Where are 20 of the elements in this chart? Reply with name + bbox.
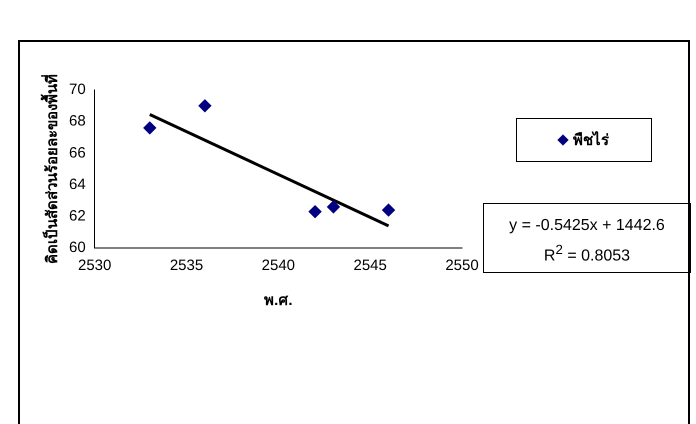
point (143, 121, 156, 134)
y-tick-label: 60 (68, 239, 86, 256)
point (198, 99, 212, 112)
y-tick-label: 64 (68, 176, 86, 193)
x-tick-label: 2550 (445, 257, 479, 274)
x-tick-label: 2545 (353, 257, 387, 274)
x-tick-label: 2535 (170, 257, 204, 274)
y-tick-label: 68 (68, 112, 86, 130)
text: y = -0.5425x + 1442.6 R$^{2}$ = 0.8053 (483, 203, 691, 273)
legend-label: พืชไร่ (573, 130, 609, 151)
y-tick-label: 62 (68, 208, 86, 225)
y-tick-label: 70 (68, 81, 86, 98)
point (326, 200, 340, 214)
point (382, 204, 396, 217)
point (308, 205, 322, 218)
x-tick-label: 2530 (78, 257, 112, 274)
y-axis-title: คิดเป็นสัดส่วนร้อยละของพื้นที่ (40, 74, 62, 264)
y-tick-label: 66 (68, 144, 86, 162)
x-tick-label: 2540 (262, 257, 296, 274)
x-axis-title: พ.ศ. (264, 292, 293, 310)
